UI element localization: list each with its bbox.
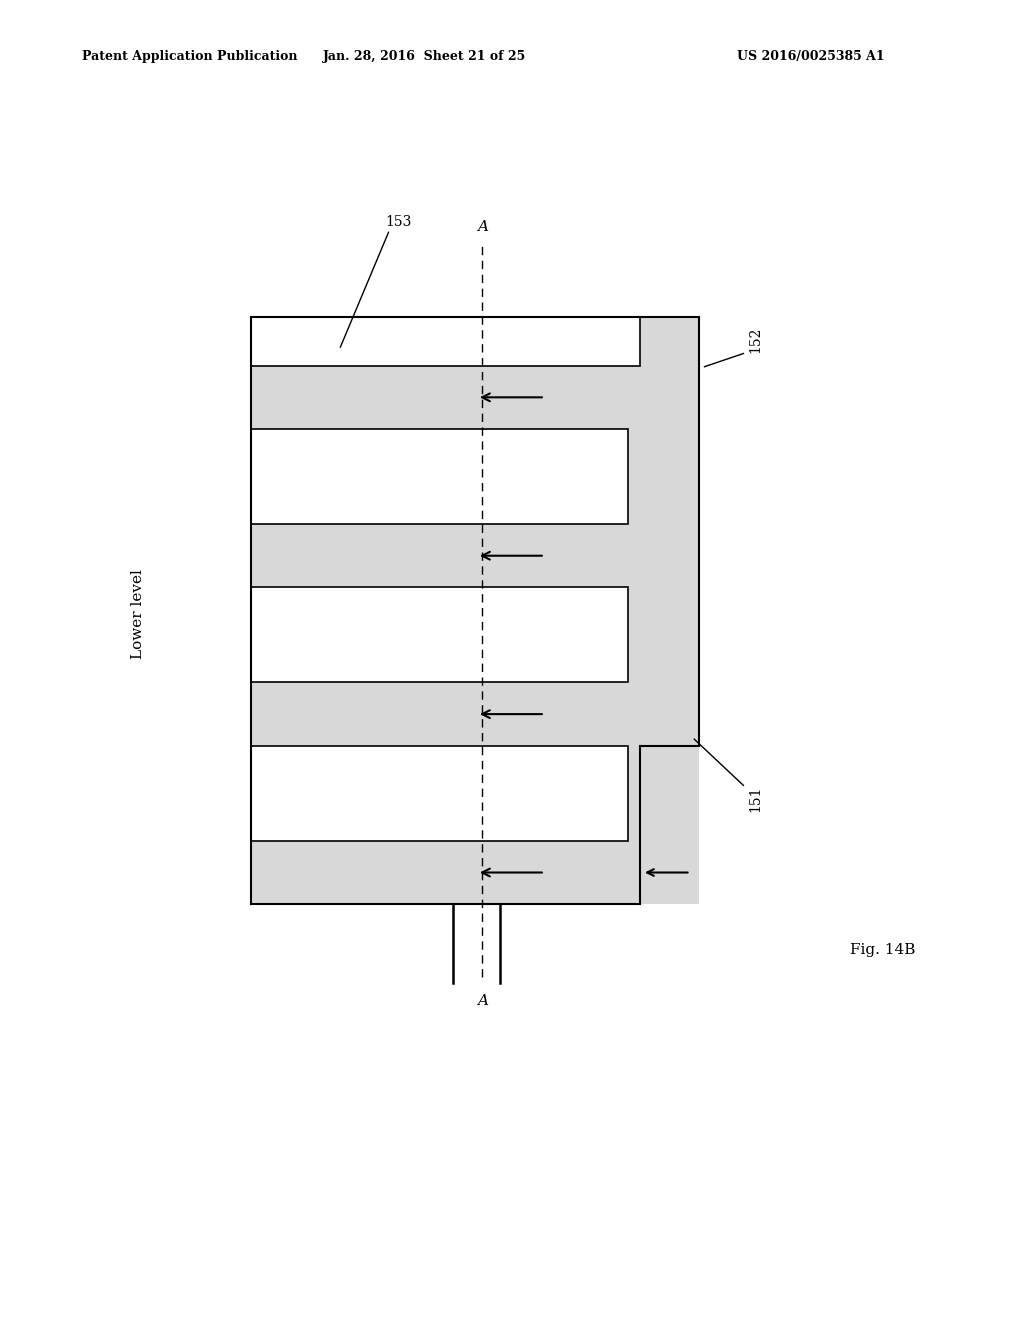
Bar [251,746,628,841]
Bar [251,587,628,682]
Text: 152: 152 [749,327,763,354]
Text: Lower level: Lower level [131,569,145,659]
Bar [251,317,640,904]
Text: 153: 153 [386,215,412,228]
Text: Jan. 28, 2016  Sheet 21 of 25: Jan. 28, 2016 Sheet 21 of 25 [324,50,526,63]
Text: Patent Application Publication: Patent Application Publication [82,50,297,63]
Text: A: A [477,994,487,1008]
Bar [251,317,640,366]
Text: A: A [477,219,487,234]
Bar [251,429,628,524]
Text: US 2016/0025385 A1: US 2016/0025385 A1 [737,50,885,63]
Bar [640,317,699,904]
Text: Fig. 14B: Fig. 14B [850,942,915,957]
Text: 151: 151 [749,785,763,812]
